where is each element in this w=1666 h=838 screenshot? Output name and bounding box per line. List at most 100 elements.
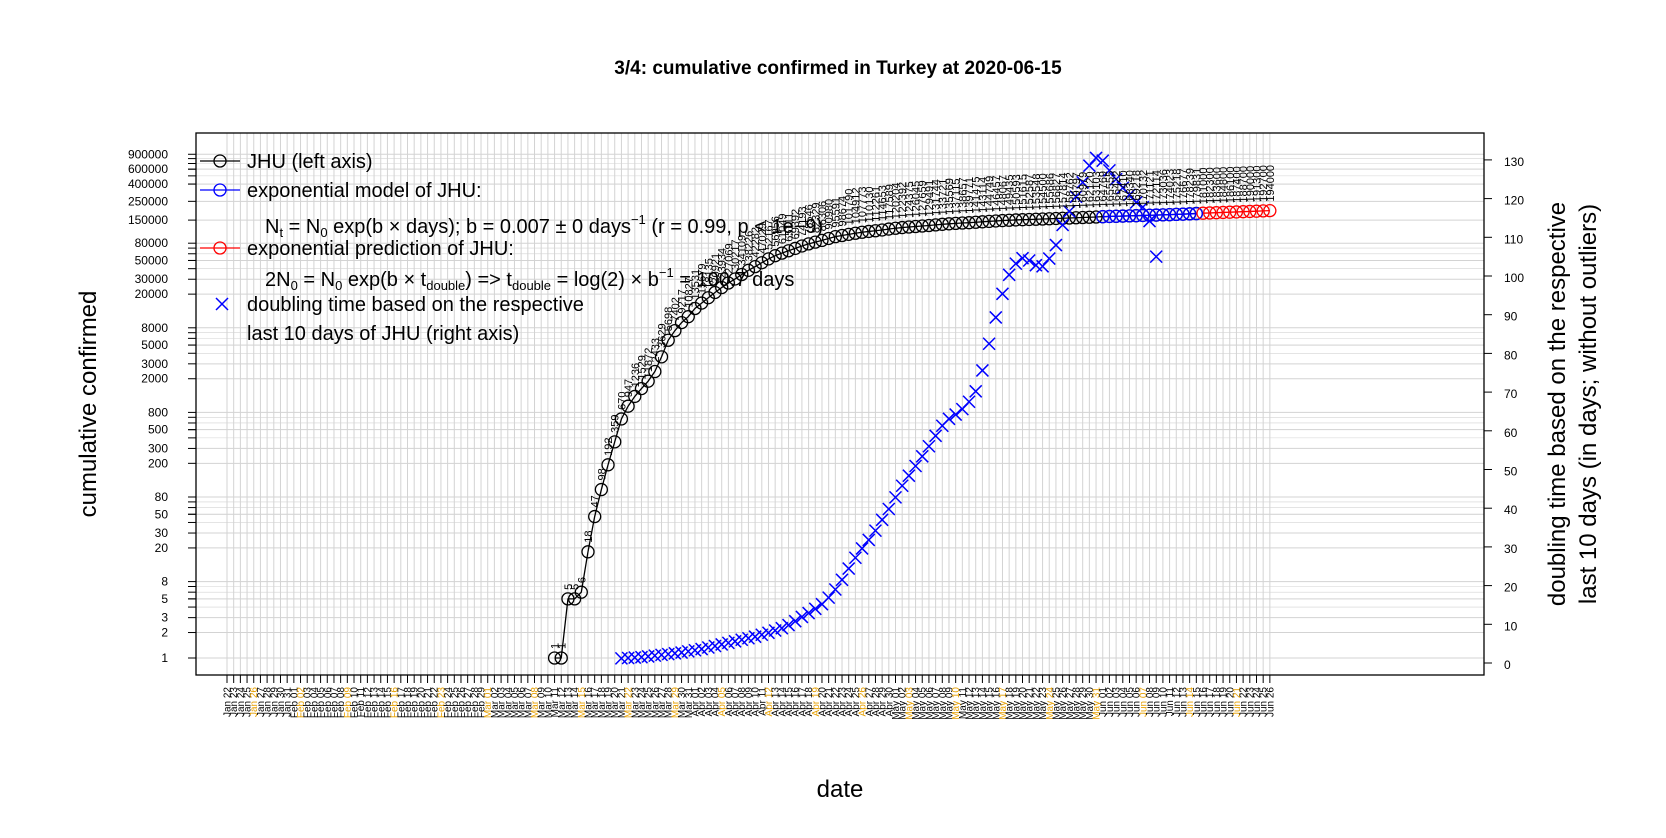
jhu-point-label: 1 xyxy=(550,643,562,649)
jhu-point xyxy=(888,221,903,235)
x-tick-label: Feb 21 xyxy=(423,687,434,719)
jhu-point xyxy=(634,381,649,396)
x-axis-label: date xyxy=(817,776,864,803)
doubling-point xyxy=(1042,252,1056,266)
legend-doubling-text-line1: doubling time based on the respective xyxy=(247,294,584,316)
jhu-point xyxy=(989,214,1003,228)
jhu-point xyxy=(882,222,896,236)
jhu-point xyxy=(715,280,729,295)
jhu-point xyxy=(1042,212,1056,226)
jhu-point xyxy=(902,220,916,234)
y-right-tick-label: 110 xyxy=(1504,232,1523,246)
jhu-point xyxy=(1076,210,1090,225)
jhu-point xyxy=(601,458,615,472)
prediction-point-label: 192700 xyxy=(1258,165,1270,202)
doubling-point xyxy=(1142,214,1157,228)
jhu-point xyxy=(801,237,816,251)
x-tick-label: Mar 15 xyxy=(577,687,588,719)
doubling-point xyxy=(1062,204,1076,218)
doubling-point xyxy=(1056,218,1070,232)
x-tick-label: Jun 13 xyxy=(1178,687,1189,717)
x-tick-label: Jun 25 xyxy=(1259,687,1270,717)
jhu-point xyxy=(1089,210,1103,224)
prediction-point xyxy=(1243,204,1257,219)
jhu-point-label: 5 xyxy=(570,584,582,590)
jhu-point-label: 154500 xyxy=(1038,173,1050,210)
x-tick-label: May 12 xyxy=(965,687,976,720)
x-tick-label: Feb 29 xyxy=(477,687,488,719)
x-tick-label: Apr 16 xyxy=(791,687,802,717)
jhu-point xyxy=(1082,210,1097,224)
y-left-tick-label: 8 xyxy=(161,575,168,589)
y-left-tick-label: 500 xyxy=(148,423,168,437)
prediction-point-label: 194000 xyxy=(1265,165,1277,202)
doubling-point xyxy=(875,513,889,527)
x-tick-label: Feb 28 xyxy=(470,687,481,719)
x-tick-label: Apr 02 xyxy=(697,687,708,717)
y-right-tick-label: 120 xyxy=(1504,194,1524,208)
jhu-point-label: 170132 xyxy=(1138,170,1150,207)
prediction-point-label: 190000 xyxy=(1245,166,1257,203)
x-tick-label: Mar 31 xyxy=(684,687,695,719)
x-tick-label: Mar 29 xyxy=(670,687,681,719)
x-tick-label: Mar 23 xyxy=(630,687,641,719)
model-point xyxy=(1176,207,1190,221)
jhu-point xyxy=(848,226,863,240)
x-tick-label: May 25 xyxy=(1051,687,1062,720)
x-tick-label: Feb 02 xyxy=(296,687,307,719)
x-tick-label: Mar 04 xyxy=(503,687,514,719)
x-tick-label: Mar 26 xyxy=(650,687,661,719)
x-tick-label: May 02 xyxy=(898,687,909,720)
jhu-line xyxy=(554,212,1197,659)
doubling-point xyxy=(949,408,963,422)
y-left-tick-label: 200 xyxy=(148,456,168,470)
grid-layer xyxy=(196,133,1484,675)
doubling-point xyxy=(915,449,929,463)
jhu-point-label: 114653 xyxy=(877,185,889,221)
doubling-point xyxy=(1136,200,1150,214)
y-left-tick-label: 900000 xyxy=(128,147,168,161)
doubling-point xyxy=(1022,253,1036,268)
x-tick-label: Mar 27 xyxy=(657,687,668,719)
x-tick-label: Jun 26 xyxy=(1265,687,1276,717)
jhu-point-label: 171121 xyxy=(1145,170,1157,206)
jhu-point xyxy=(1022,212,1036,227)
legend: JHU (left axis) exponential model of JHU… xyxy=(200,151,823,345)
jhu-point xyxy=(875,223,889,237)
prediction-point-label: 183600 xyxy=(1211,167,1223,204)
x-tick-label: Apr 17 xyxy=(797,687,808,717)
jhu-point-label: 149435 xyxy=(1004,175,1016,212)
legend-prediction-formula: 2N0 = N0 exp(b × tdouble) => tdouble = l… xyxy=(265,265,794,293)
jhu-point-label: 56956 xyxy=(770,216,782,247)
x-tick-label: Apr 28 xyxy=(871,687,882,717)
x-tick-label: Jun 20 xyxy=(1225,687,1236,717)
jhu-point xyxy=(1015,213,1030,227)
jhu-point-label: 1872 xyxy=(643,348,655,372)
jhu-point-label: 98 xyxy=(596,468,608,480)
doubling-point xyxy=(962,395,976,409)
doubling-point xyxy=(802,606,816,620)
jhu-point xyxy=(594,482,609,497)
model-point xyxy=(1189,207,1203,221)
prediction-point xyxy=(1229,205,1244,219)
jhu-point xyxy=(735,267,749,282)
jhu-point xyxy=(567,592,582,606)
y-left-tick-label: 800 xyxy=(148,405,168,419)
x-tick-label: May 30 xyxy=(1085,687,1096,720)
x-tick-label: Jun 01 xyxy=(1098,687,1109,717)
y-right-tick-label: 20 xyxy=(1504,581,1518,595)
x-tick-label: Feb 06 xyxy=(323,687,334,719)
jhu-point xyxy=(654,350,669,364)
y-right-tick-label: 60 xyxy=(1504,426,1518,440)
x-tick-label: Mar 13 xyxy=(563,687,574,719)
jhu-point-label: 74193 xyxy=(797,206,809,237)
y-left-tick-label: 400000 xyxy=(128,177,168,191)
legend-entry-prediction: exponential prediction of JHU: xyxy=(200,238,514,260)
doubling-point xyxy=(969,384,983,398)
y-left-tick-label: 600000 xyxy=(128,162,168,176)
doubling-point xyxy=(989,310,1003,324)
jhu-point-label: 153548 xyxy=(1031,174,1043,211)
x-tick-label: Apr 21 xyxy=(824,687,835,717)
jhu-point xyxy=(614,412,629,426)
